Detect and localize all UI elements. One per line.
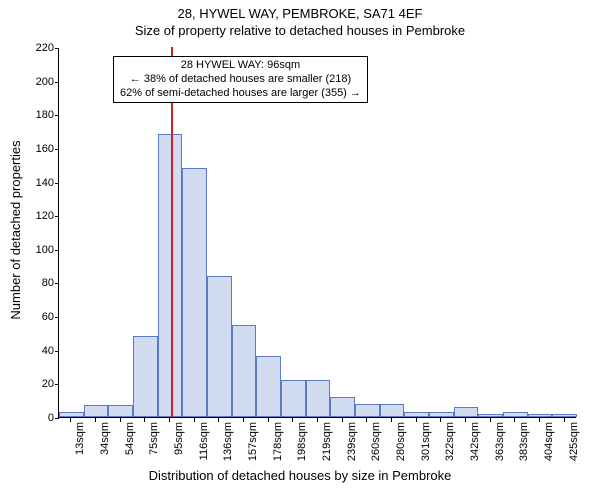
x-tick-mark [465,418,466,422]
x-tick-label: 54sqm [124,422,136,455]
x-tick-mark [243,418,244,422]
histogram-bar [404,412,429,417]
x-tick-label: 280sqm [395,422,407,461]
histogram-bar [84,405,109,417]
histogram-bar [552,414,577,417]
histogram-bar [330,397,355,417]
x-tick-mark [539,418,540,422]
histogram-bar [380,404,405,417]
x-tick-label: 322sqm [444,422,456,461]
x-tick-label: 75sqm [148,422,160,455]
y-tick-mark [55,317,59,318]
histogram-bar [429,412,454,417]
histogram-bar [158,134,183,417]
x-tick-label: 34sqm [99,422,111,455]
y-tick-mark [55,183,59,184]
x-tick-mark [317,418,318,422]
y-tick-label: 40 [24,345,54,357]
x-tick-label: 383sqm [518,422,530,461]
x-tick-mark [564,418,565,422]
histogram-bar [503,412,528,417]
annotation-line: ← 38% of detached houses are smaller (21… [120,73,361,87]
y-tick-mark [55,418,59,419]
x-tick-mark [144,418,145,422]
x-tick-label: 342sqm [469,422,481,461]
chart-area: 28 HYWEL WAY: 96sqm ← 38% of detached ho… [58,48,576,418]
x-tick-label: 95sqm [173,422,185,455]
y-tick-label: 200 [24,76,54,88]
x-tick-label: 116sqm [198,422,210,460]
x-tick-label: 301sqm [420,422,432,461]
x-tick-mark [292,418,293,422]
x-tick-mark [391,418,392,422]
x-tick-label: 136sqm [222,422,234,461]
x-tick-label: 157sqm [247,422,259,461]
x-tick-mark [268,418,269,422]
y-tick-label: 80 [24,277,54,289]
histogram-bar [59,412,84,417]
histogram-bar [232,325,257,418]
x-tick-label: 13sqm [74,422,86,455]
histogram-bar [528,414,553,417]
histogram-bar [108,405,133,417]
histogram-bar [281,380,306,417]
x-tick-label: 178sqm [272,422,284,461]
x-tick-mark [70,418,71,422]
y-tick-label: 220 [24,42,54,54]
x-tick-mark [120,418,121,422]
annotation-line: 62% of semi-detached houses are larger (… [120,87,361,101]
y-tick-mark [55,351,59,352]
x-tick-mark [490,418,491,422]
y-tick-mark [55,283,59,284]
x-tick-mark [514,418,515,422]
y-tick-mark [55,250,59,251]
page-subtitle: Size of property relative to detached ho… [0,23,600,38]
y-tick-label: 180 [24,109,54,121]
page-address: 28, HYWEL WAY, PEMBROKE, SA71 4EF [0,6,600,21]
x-tick-label: 260sqm [370,422,382,461]
histogram-bar [306,380,331,417]
y-tick-label: 140 [24,177,54,189]
histogram-bar [454,407,479,417]
x-tick-mark [95,418,96,422]
annotation-box: 28 HYWEL WAY: 96sqm ← 38% of detached ho… [113,56,368,103]
x-axis-label: Distribution of detached houses by size … [0,468,600,483]
x-tick-mark [416,418,417,422]
plot-region [58,48,576,418]
histogram-bar [182,168,207,417]
x-tick-label: 219sqm [321,422,333,461]
x-tick-mark [342,418,343,422]
x-tick-mark [440,418,441,422]
histogram-bar [478,414,503,417]
x-tick-label: 363sqm [494,422,506,461]
y-tick-label: 0 [24,412,54,424]
y-axis-label: Number of detached properties [8,140,23,319]
y-tick-label: 120 [24,210,54,222]
x-tick-mark [194,418,195,422]
y-tick-mark [55,48,59,49]
x-tick-label: 425sqm [568,422,580,461]
y-tick-label: 60 [24,311,54,323]
y-tick-label: 100 [24,244,54,256]
y-tick-mark [55,216,59,217]
annotation-line: 28 HYWEL WAY: 96sqm [120,59,361,73]
y-tick-mark [55,384,59,385]
y-tick-mark [55,149,59,150]
histogram-bar [355,404,380,417]
x-tick-label: 239sqm [346,422,358,461]
histogram-bar [133,336,158,417]
y-tick-mark [55,115,59,116]
histogram-bar [207,276,232,417]
x-tick-mark [169,418,170,422]
histogram-bar [256,356,281,417]
y-tick-label: 160 [24,143,54,155]
x-tick-mark [218,418,219,422]
x-tick-mark [366,418,367,422]
y-tick-mark [55,82,59,83]
y-tick-label: 20 [24,378,54,390]
x-tick-label: 404sqm [543,422,555,461]
x-tick-label: 198sqm [296,422,308,461]
